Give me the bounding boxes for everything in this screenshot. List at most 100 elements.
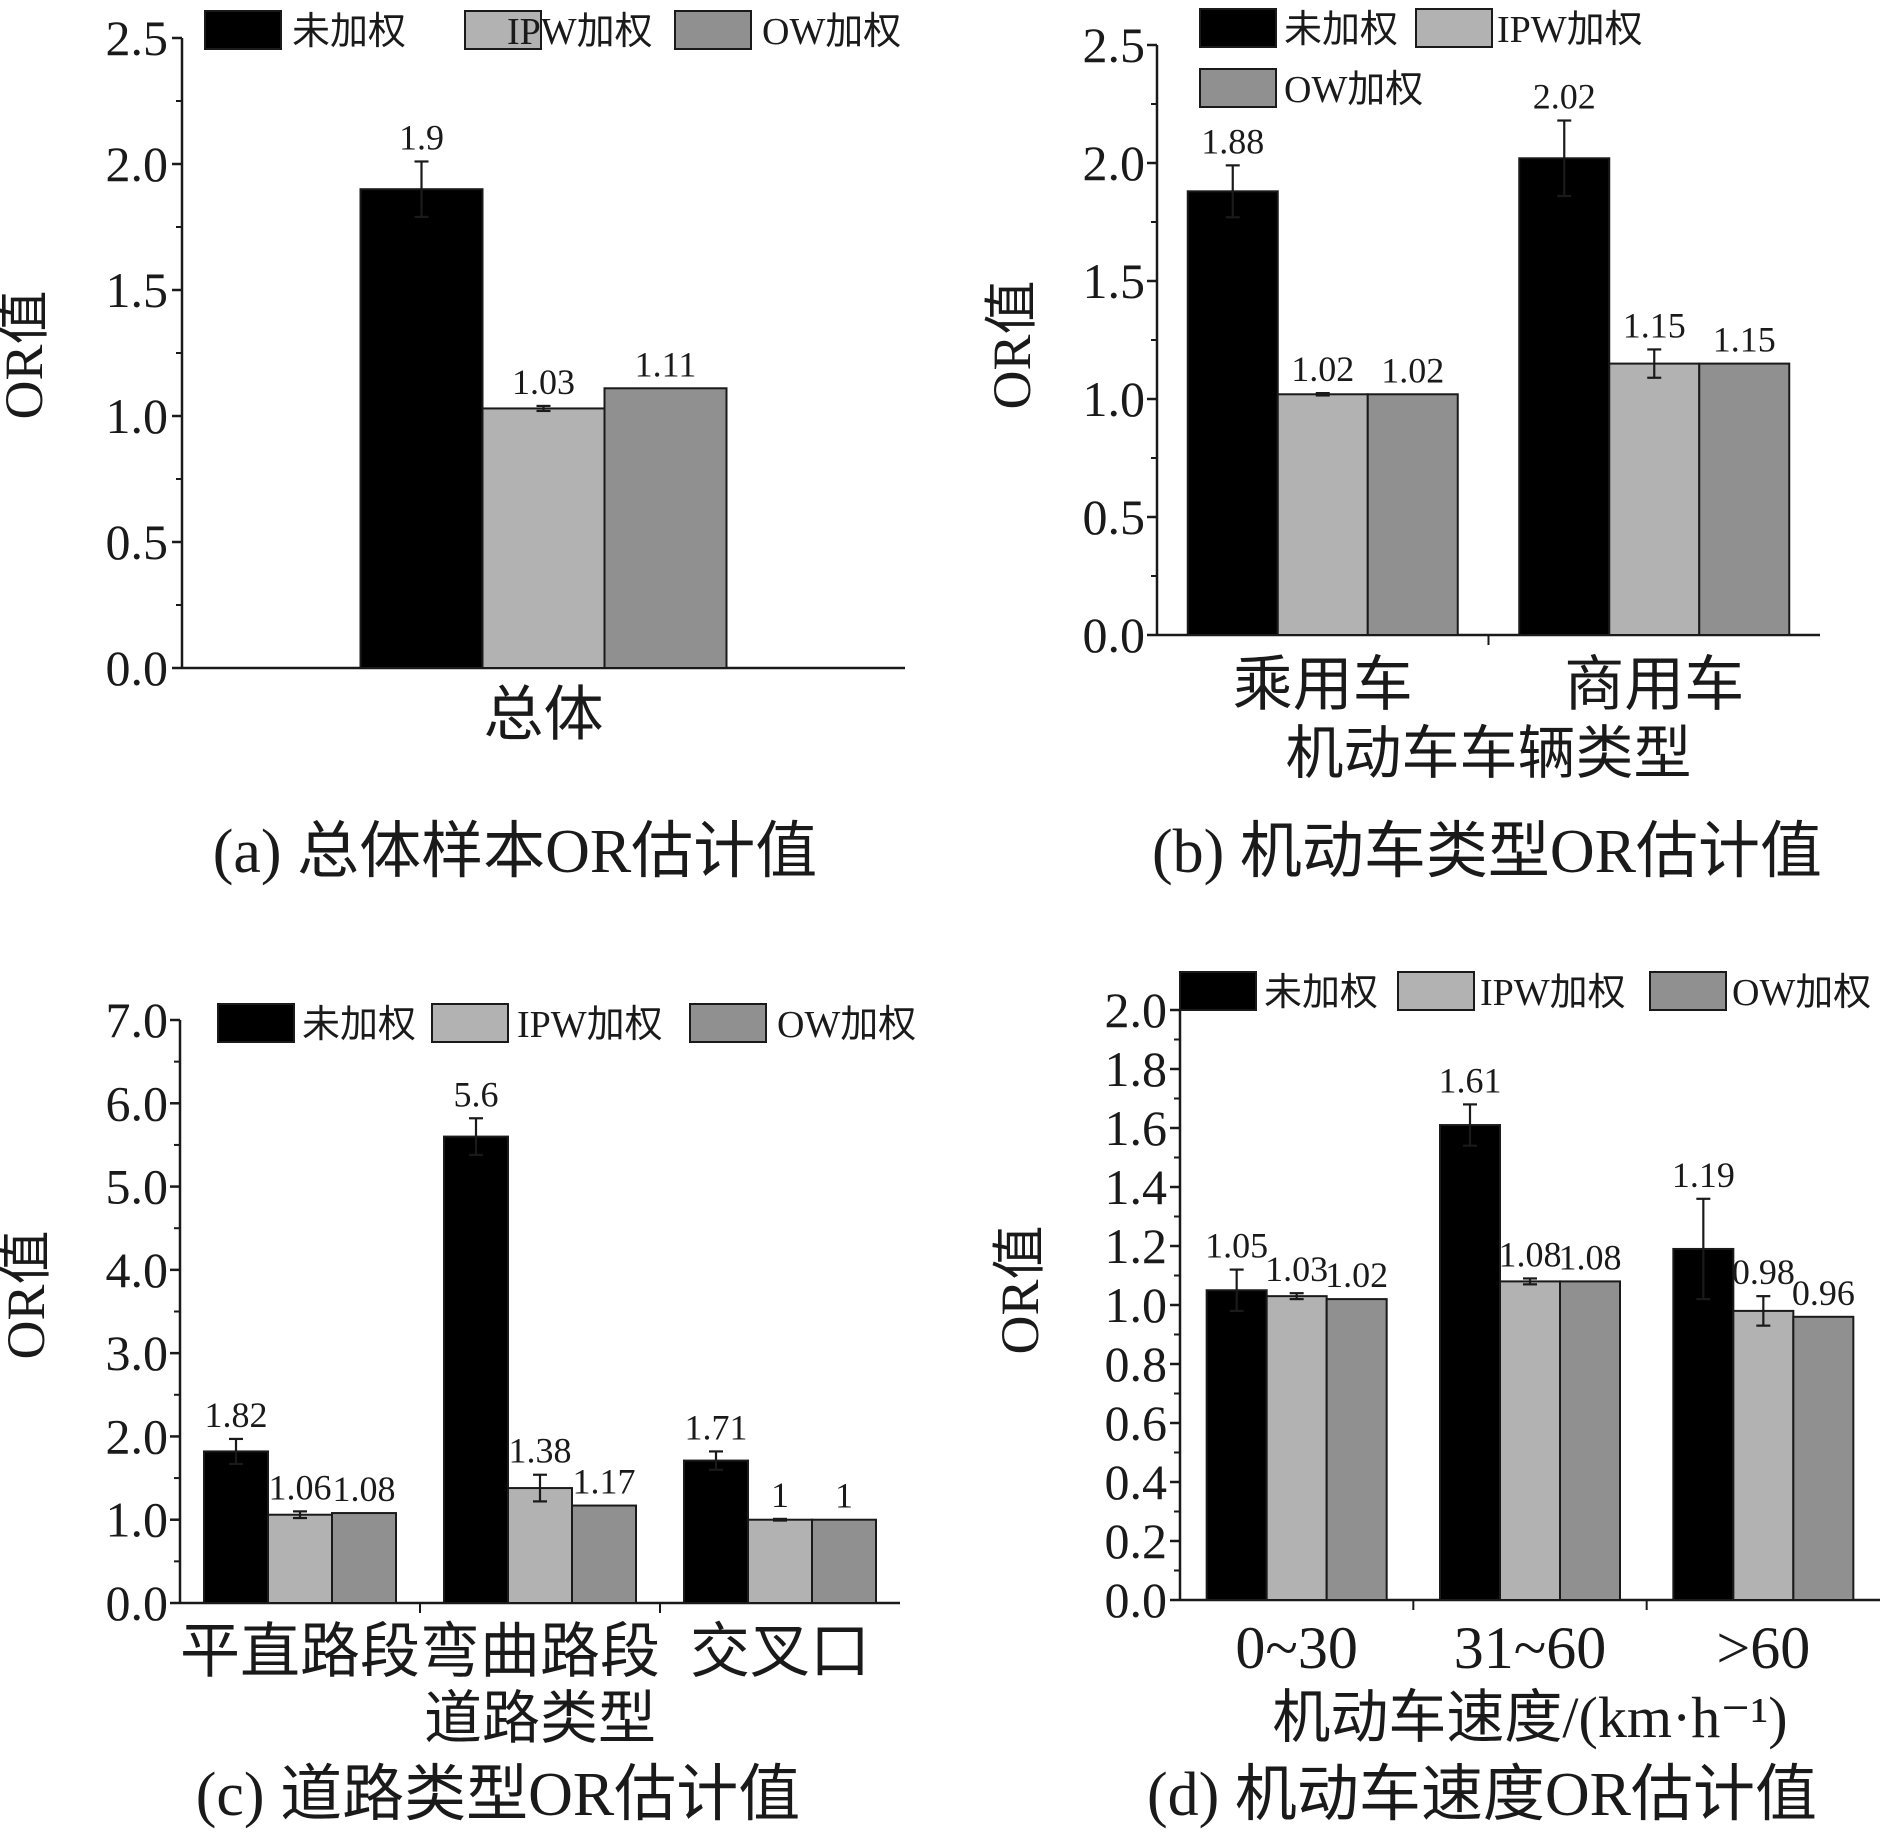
legend-label: 未加权 [1264,972,1378,1014]
y-tick-label: 1.0 [106,388,169,444]
data-label: 1.03 [1265,1249,1328,1289]
data-label: 1.15 [1623,305,1686,345]
x-axis-label: 机动车速度/(km·h⁻¹) [1272,1685,1787,1750]
y-tick-label: 1.6 [1105,1100,1168,1156]
y-tick-label: 2.0 [106,1408,169,1464]
legend: 未加权 IPW加权 OW加权 [1179,971,1871,1014]
bar [1698,362,1791,636]
panel-d-vehicle-speed: 0.00.20.40.60.81.01.21.41.61.82.0 OR值 1.05… [990,971,1880,1829]
legend-swatch [1179,971,1257,1011]
bar [1732,1309,1795,1602]
panel-c-road-type: 0.0 1.0 2.0 3.0 4.0 5.0 6.0 7.0 OR值 1.821.06 1.08 平… [0,992,916,1829]
y-tick-label: 7.0 [106,992,169,1048]
x-category-label: 0~30 [1235,1615,1357,1681]
legend-swatch [431,1003,509,1043]
y-tick-label: 0.4 [1105,1454,1168,1510]
bar [507,1487,573,1604]
y-tick-label: 2.0 [1105,982,1168,1038]
bar [1205,1289,1268,1601]
y-tick-label: 1.2 [1105,1218,1168,1274]
data-label: 1.71 [685,1407,748,1447]
legend-label: OW加权 [1732,972,1871,1014]
legend-label: OW加权 [777,1004,916,1046]
bar [359,188,484,669]
bar [1499,1280,1561,1602]
y-axis-label: OR值 [982,280,1042,409]
x-category-label: 总体 [484,682,604,748]
legend-label: IPW加权 [517,1004,663,1046]
legend-label: IPW加权 [1480,972,1626,1014]
x-category-label: 交叉口 [690,1619,870,1685]
legend-swatch [217,1003,295,1043]
legend-swatch [674,10,752,50]
data-label: 1.19 [1672,1155,1735,1195]
y-tick-label: 0.0 [1083,607,1146,663]
bar [203,1450,269,1605]
y-tick-label: 1.5 [106,262,169,318]
legend: 未加权 IPW加权 OW加权 [1199,8,1643,111]
x-axis-label: 机动车车辆类型 [1285,721,1691,786]
legend-label: OW加权 [1284,69,1423,111]
y-tick-label: 6.0 [106,1075,169,1131]
data-label: 1.88 [1201,121,1264,161]
y-tick-label: 0.0 [106,1575,169,1631]
panel-caption: (b) 机动车类型OR估计值 [1152,818,1822,886]
data-label: 1.11 [635,344,697,384]
x-axis-label: 道路类型 [424,1686,656,1751]
x-category-label: >60 [1716,1615,1810,1681]
y-axis-label: OR值 [0,290,54,419]
bar [603,387,728,669]
bar [1608,362,1701,636]
bar [1325,1298,1388,1601]
legend-label: IPW加权 [1497,9,1643,51]
data-label: 1 [771,1475,789,1515]
bar [1672,1247,1735,1601]
data-label: 1.17 [573,1462,636,1502]
y-tick-label: 2.0 [106,136,169,192]
bar [1792,1315,1855,1602]
data-label: 1.08 [1499,1234,1562,1274]
bar [683,1459,749,1604]
data-label: 1.02 [1325,1255,1388,1295]
x-category-label: 商用车 [1564,652,1744,718]
y-tick-label: 4.0 [106,1242,169,1298]
y-tick-label: 1.4 [1105,1159,1168,1215]
legend-swatch [1397,971,1475,1011]
legend-label: 未加权 [302,1004,416,1046]
data-label: 1.02 [1381,350,1444,390]
bar [267,1513,333,1605]
legend-swatch [1199,8,1277,48]
legend-label: IPW加权 [507,11,653,53]
data-label: 1.03 [512,362,575,402]
y-tick-label: 0.0 [1105,1572,1168,1628]
data-label: 1.08 [1559,1237,1622,1277]
legend-swatch [204,10,282,50]
bar [1276,393,1369,636]
data-label: 2.02 [1533,77,1596,117]
data-label: 1.06 [269,1467,332,1507]
data-label: 1.38 [509,1431,572,1471]
data-label: 0.98 [1732,1252,1795,1292]
panel-b-vehicle-type: 0.0 0.5 1.0 1.5 2.0 2.5 OR值 1.88 1.02 1.02 乘用车 2.02… [982,8,1822,886]
bar [1186,190,1279,636]
bar [331,1512,397,1604]
y-tick-label: 0.5 [1083,489,1146,545]
legend-swatch [1415,8,1493,48]
data-label: 1 [835,1476,853,1516]
legend: 未加权 IPW加权 OW加权 [217,1003,916,1046]
bar [1439,1124,1501,1602]
legend-swatch [1649,971,1727,1011]
x-category-label: 弯曲路段 [420,1619,660,1685]
y-tick-label: 0.5 [106,514,169,570]
legend-label: 未加权 [1284,9,1398,51]
legend-label: OW加权 [762,11,901,53]
panel-a-overall: 0.0 0.5 1.0 1.5 2.0 2.5 OR值 1.9 1.03 1.11 总体 未加权 IPW… [0,10,905,886]
bar [747,1518,813,1604]
y-tick-label: 3.0 [106,1325,169,1381]
x-category-label: 31~60 [1454,1615,1606,1681]
y-tick-label: 2.5 [1083,17,1146,73]
y-tick-label: 2.5 [106,10,169,66]
y-axis-label: OR值 [990,1225,1050,1354]
y-tick-label: 5.0 [106,1159,169,1215]
